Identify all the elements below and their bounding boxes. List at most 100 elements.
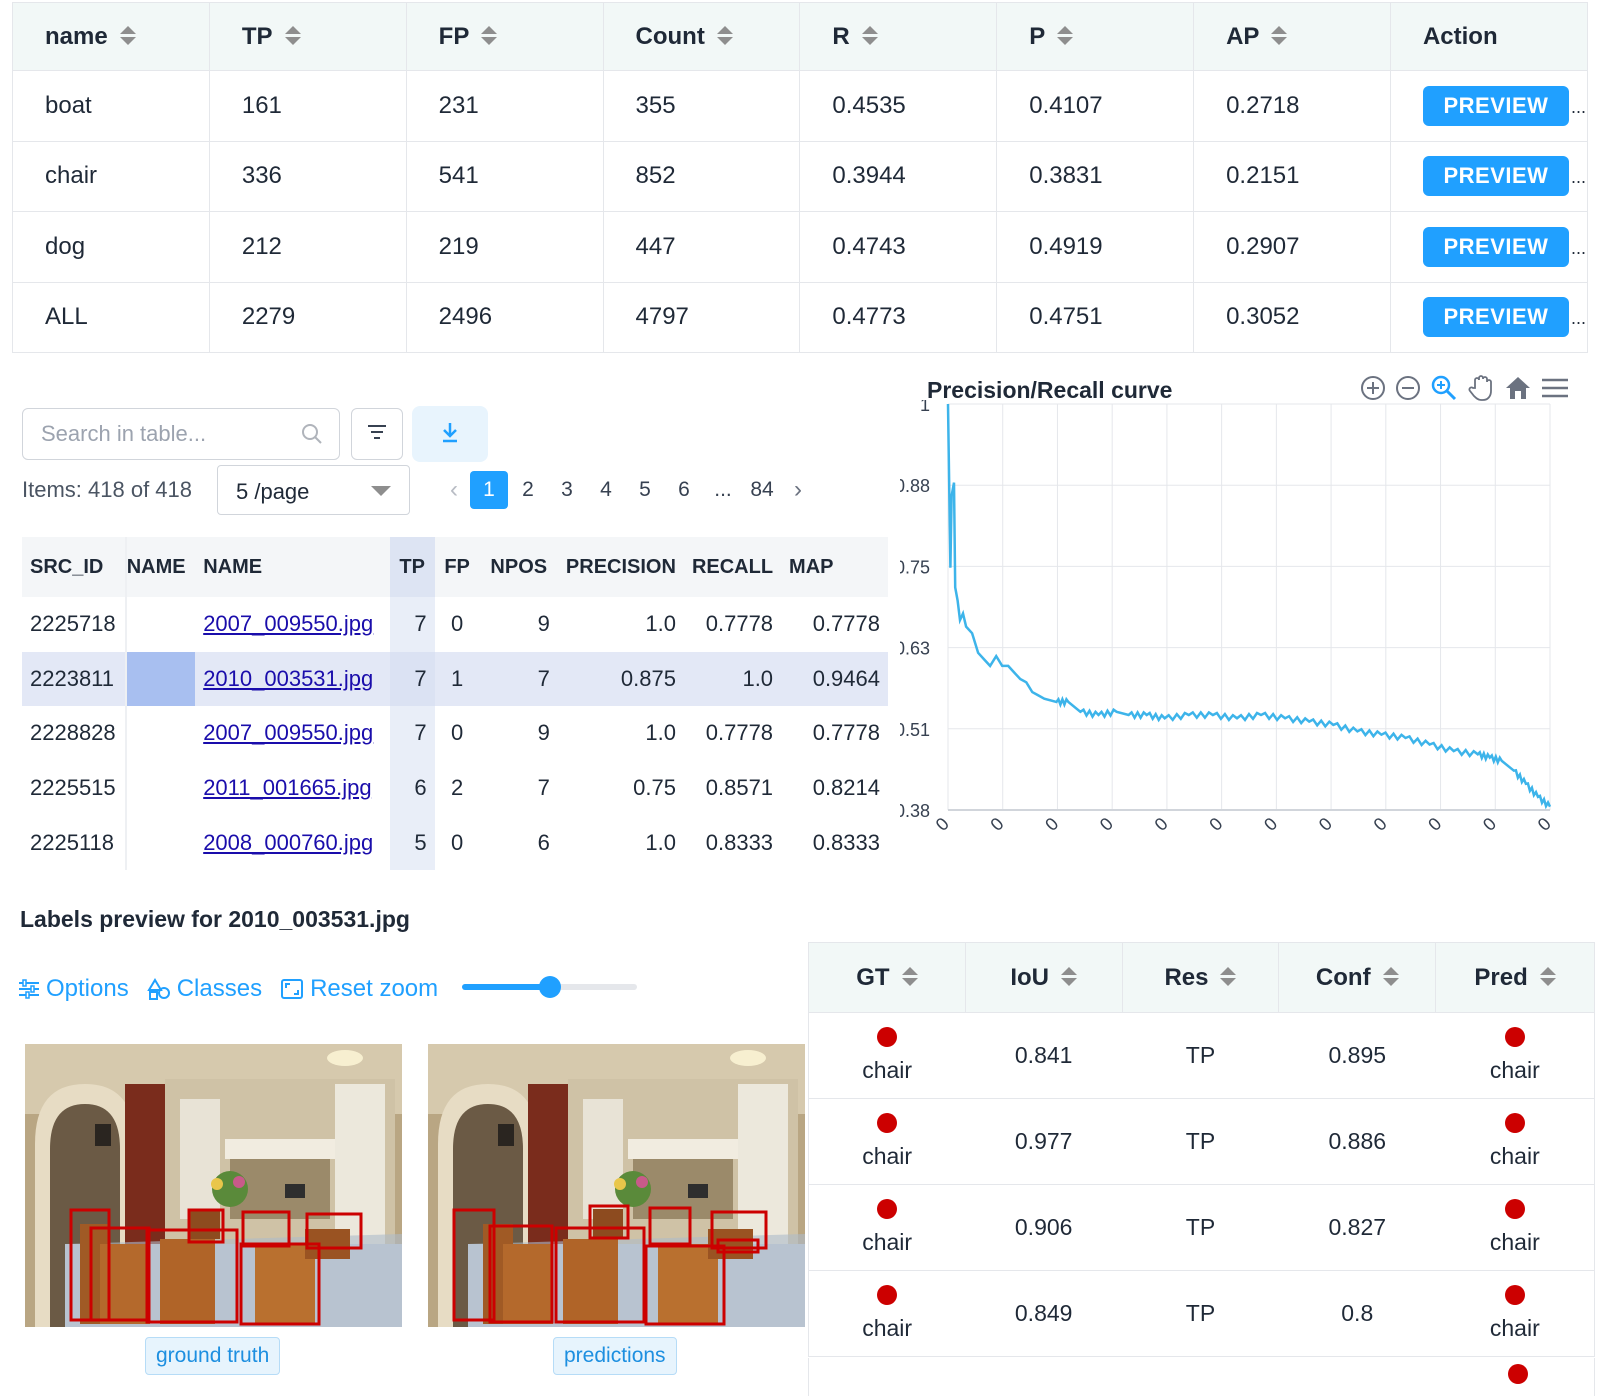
- file-link[interactable]: 2007_009550.jpg: [203, 720, 374, 746]
- zoom-out-icon[interactable]: [1395, 375, 1421, 406]
- pred-class: chair: [1489, 1057, 1540, 1083]
- label-row[interactable]: chair 0.849 TP 0.8 chair: [808, 1270, 1595, 1357]
- filter-button[interactable]: [351, 408, 403, 460]
- selection-zoom-icon[interactable]: [1430, 374, 1458, 407]
- res-value: TP: [1122, 1012, 1279, 1099]
- gt-class: chair: [862, 1229, 913, 1255]
- table-row[interactable]: 2228828 2007_009550.jpg 7 0 9 1.0 0.7778…: [22, 706, 888, 761]
- preview-button[interactable]: PREVIEW: [1422, 226, 1569, 267]
- sort-icon[interactable]: [716, 25, 733, 45]
- col-header-count[interactable]: Count: [602, 2, 801, 71]
- sort-icon[interactable]: [1061, 966, 1078, 986]
- home-icon[interactable]: [1504, 375, 1532, 406]
- page-1[interactable]: 1: [470, 471, 508, 509]
- sort-icon[interactable]: [861, 25, 878, 45]
- reset-zoom-button[interactable]: Reset zoom: [280, 975, 438, 1003]
- iou-value: 0.906: [965, 1184, 1123, 1271]
- file-link[interactable]: 2010_003531.jpg: [203, 665, 374, 691]
- ground-truth-image[interactable]: [25, 1044, 402, 1327]
- npos-value: 7: [479, 651, 558, 707]
- col-header-fp[interactable]: FP: [405, 2, 604, 71]
- col-header-name[interactable]: name: [12, 2, 210, 71]
- class-name: dog: [12, 211, 210, 283]
- label-row[interactable]: chair 0.906 TP 0.827 chair: [808, 1184, 1595, 1271]
- col-recall[interactable]: RECALL: [683, 537, 782, 597]
- sort-icon[interactable]: [1539, 966, 1556, 986]
- table-row[interactable]: 2225118 2008_000760.jpg 5 0 6 1.0 0.8333…: [22, 815, 888, 870]
- page-5[interactable]: 5: [639, 478, 651, 501]
- sort-icon[interactable]: [481, 25, 498, 45]
- col-header-ap[interactable]: AP: [1193, 2, 1391, 71]
- label-row[interactable]: chair 0.977 TP 0.886 chair: [808, 1098, 1595, 1185]
- col-header-tp[interactable]: TP: [208, 2, 407, 71]
- sort-icon[interactable]: [1271, 25, 1288, 45]
- zoom-in-icon[interactable]: [1360, 375, 1386, 406]
- search-input[interactable]: [41, 421, 291, 447]
- col-npos[interactable]: NPOS: [479, 537, 558, 597]
- overflow-ellipsis: ...: [1570, 237, 1586, 258]
- fp-value: 231: [405, 70, 604, 142]
- preview-button[interactable]: PREVIEW: [1422, 85, 1569, 126]
- table-row[interactable]: 2225515 2011_001665.jpg 6 2 7 0.75 0.857…: [22, 760, 888, 816]
- page-4[interactable]: 4: [600, 478, 612, 501]
- col-tp[interactable]: TP: [389, 537, 435, 597]
- col-header-pred[interactable]: Pred: [1435, 942, 1595, 1013]
- col-header-gt[interactable]: GT: [808, 942, 966, 1013]
- table-search[interactable]: [22, 408, 340, 460]
- table-row-selected[interactable]: 2223811 2010_003531.jpg 7 1 7 0.875 1.0 …: [22, 651, 888, 707]
- opacity-slider[interactable]: [462, 976, 637, 998]
- page-ellipsis[interactable]: ...: [714, 478, 732, 501]
- file-link[interactable]: 2011_001665.jpg: [203, 775, 372, 801]
- menu-icon[interactable]: [1541, 377, 1569, 404]
- p-value: 0.4751: [996, 281, 1195, 353]
- next-page-button[interactable]: ›: [794, 476, 802, 503]
- page-3[interactable]: 3: [561, 478, 573, 501]
- col-fp[interactable]: FP: [434, 537, 480, 597]
- col-name-hidden[interactable]: NAME: [125, 537, 196, 597]
- sort-icon[interactable]: [1220, 966, 1237, 986]
- col-header-res[interactable]: Res: [1121, 942, 1280, 1013]
- predictions-image[interactable]: [428, 1044, 805, 1327]
- preview-button[interactable]: PREVIEW: [1422, 297, 1569, 338]
- label-row[interactable]: chair 0.841 TP 0.895 chair: [808, 1012, 1595, 1099]
- page-84[interactable]: 84: [750, 478, 774, 501]
- conf-value: 0.886: [1278, 1098, 1436, 1185]
- page-2[interactable]: 2: [522, 478, 534, 501]
- page-6[interactable]: 6: [678, 478, 690, 501]
- col-header-iou[interactable]: IoU: [964, 942, 1123, 1013]
- preview-button[interactable]: PREVIEW: [1422, 156, 1569, 197]
- tp-value: 336: [208, 140, 407, 212]
- sort-icon[interactable]: [1057, 25, 1074, 45]
- count-value: 447: [602, 211, 801, 283]
- x-tick-label: 0: [932, 814, 953, 835]
- pred-cell: chair: [1435, 1184, 1595, 1271]
- col-precision[interactable]: PRECISION: [557, 537, 684, 597]
- pred-class: chair: [1489, 1229, 1540, 1255]
- col-header-r[interactable]: R: [799, 2, 998, 71]
- sort-icon[interactable]: [119, 25, 136, 45]
- download-button[interactable]: [412, 406, 488, 462]
- prev-page-button[interactable]: ‹: [450, 476, 458, 503]
- x-tick-label: 0: [1424, 814, 1445, 835]
- options-button[interactable]: Options: [18, 975, 129, 1003]
- fp-value: 1: [434, 651, 480, 707]
- sort-icon[interactable]: [284, 25, 301, 45]
- col-name[interactable]: NAME: [195, 537, 390, 597]
- sort-icon[interactable]: [1382, 966, 1399, 986]
- classes-button[interactable]: Classes: [146, 975, 262, 1003]
- slider-thumb[interactable]: [538, 976, 561, 998]
- r-value: 0.4773: [799, 281, 998, 353]
- col-header-conf[interactable]: Conf: [1278, 942, 1437, 1013]
- recall-value: 0.8571: [705, 775, 774, 801]
- col-header-p[interactable]: P: [996, 2, 1195, 71]
- col-src-id[interactable]: SRC_ID: [22, 537, 127, 597]
- file-link[interactable]: 2008_000760.jpg: [203, 829, 374, 855]
- page-size-select[interactable]: 5 /page: [217, 465, 410, 515]
- table-row[interactable]: 2225718 2007_009550.jpg 7 0 9 1.0 0.7778…: [22, 597, 888, 652]
- file-link[interactable]: 2007_009550.jpg: [203, 611, 374, 637]
- col-map[interactable]: MAP: [781, 537, 888, 597]
- sort-icon[interactable]: [901, 966, 918, 986]
- class-color-dot: [877, 1285, 898, 1305]
- pan-icon[interactable]: [1467, 374, 1495, 407]
